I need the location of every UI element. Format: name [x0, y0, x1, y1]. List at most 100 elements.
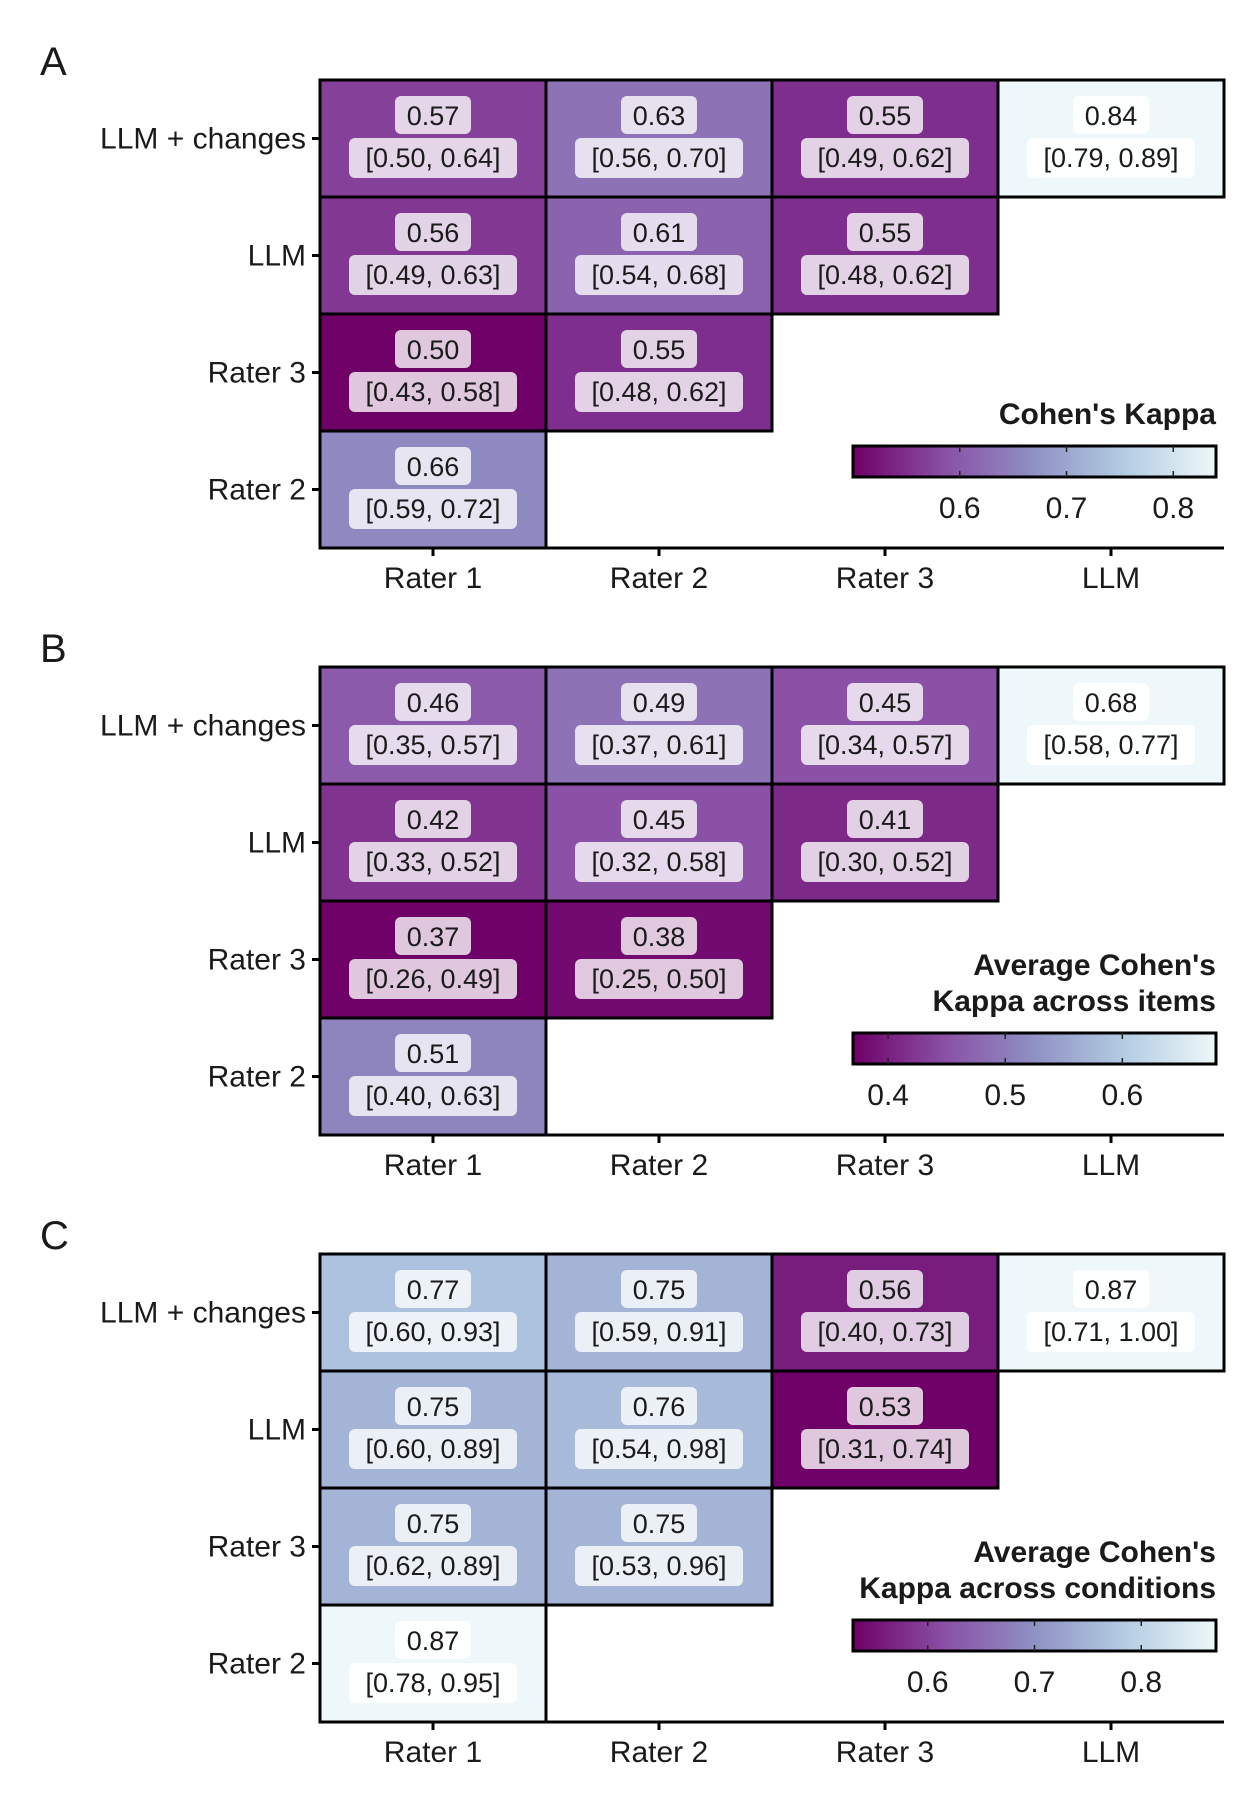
value-label-box	[395, 1270, 471, 1308]
heatmap-cell: 0.41 [0.30, 0.52]	[770, 782, 1000, 903]
cell-ci-label: [0.54, 0.98]	[591, 1434, 726, 1464]
cell-ci-label: [0.53, 0.96]	[591, 1551, 726, 1581]
heatmap-cell: 0.51 [0.40, 0.63]	[318, 1016, 548, 1137]
cell-value-label: 0.87	[1085, 1275, 1138, 1305]
cell-ci-label: [0.33, 0.52]	[365, 847, 500, 877]
value-label-box	[621, 683, 697, 721]
cell-value-label: 0.75	[633, 1509, 686, 1539]
cell-ci-label: [0.62, 0.89]	[365, 1551, 500, 1581]
legend-tick-label: 0.6	[907, 1666, 949, 1699]
cell-value-label: 0.75	[407, 1509, 460, 1539]
y-tick-label: Rater 3	[208, 357, 306, 390]
x-tick-label: Rater 1	[384, 562, 482, 595]
heatmap-cell: 0.55 [0.48, 0.62]	[544, 312, 774, 433]
cell-value-label: 0.42	[407, 805, 460, 835]
ci-label-box	[349, 255, 517, 295]
value-label-box	[395, 800, 471, 838]
cell-value-label: 0.57	[407, 101, 460, 131]
legend-colorbar	[851, 444, 1218, 479]
ci-label-box	[575, 372, 743, 412]
ci-label-box	[349, 1546, 517, 1586]
cell-ci-label: [0.59, 0.91]	[591, 1317, 726, 1347]
value-label-box	[395, 330, 471, 368]
cell-value-label: 0.45	[859, 688, 912, 718]
y-tick-label: LLM	[248, 240, 306, 273]
x-tick-label: Rater 3	[836, 1149, 934, 1182]
panel-b: B 0.46 [0.35, 0.57] 0.49 [0.37, 0.61] 0.45 [0.…	[40, 627, 1226, 1182]
y-tick-label: LLM	[248, 827, 306, 860]
cell-ci-label: [0.48, 0.62]	[591, 377, 726, 407]
value-label-box	[847, 1270, 923, 1308]
heatmap-cell: 0.76 [0.54, 0.98]	[544, 1369, 774, 1490]
cell-ci-label: [0.37, 0.61]	[591, 730, 726, 760]
ci-label-box	[801, 1312, 969, 1352]
cell-ci-label: [0.43, 0.58]	[365, 377, 500, 407]
cell-ci-label: [0.49, 0.63]	[365, 260, 500, 290]
x-tick-label: Rater 3	[836, 1736, 934, 1769]
cell-ci-label: [0.30, 0.52]	[817, 847, 952, 877]
value-label-box	[1073, 683, 1149, 721]
value-label-box	[847, 1387, 923, 1425]
ci-label-box	[349, 959, 517, 999]
heatmap-cell: 0.42 [0.33, 0.52]	[318, 782, 548, 903]
color-legend: Cohen's Kappa 0.6 0.7 0.8	[851, 398, 1218, 525]
x-tick-label: Rater 3	[836, 562, 934, 595]
ci-label-box	[801, 1429, 969, 1469]
cell-value-label: 0.75	[633, 1275, 686, 1305]
heatmap-cell: 0.75 [0.62, 0.89]	[318, 1486, 548, 1607]
value-label-box	[395, 1504, 471, 1542]
y-tick-label: Rater 3	[208, 944, 306, 977]
cell-ci-label: [0.40, 0.73]	[817, 1317, 952, 1347]
y-tick-label: LLM	[248, 1414, 306, 1447]
heatmap-cell: 0.75 [0.53, 0.96]	[544, 1486, 774, 1607]
cell-value-label: 0.46	[407, 688, 460, 718]
value-label-box	[1073, 1270, 1149, 1308]
cell-ci-label: [0.59, 0.72]	[365, 494, 500, 524]
ci-label-box	[575, 255, 743, 295]
heatmap-cell: 0.49 [0.37, 0.61]	[544, 665, 774, 786]
heatmap-cell: 0.50 [0.43, 0.58]	[318, 312, 548, 433]
cell-ci-label: [0.71, 1.00]	[1043, 1317, 1178, 1347]
x-tick-label: LLM	[1082, 1736, 1140, 1769]
x-tick-label: Rater 2	[610, 1736, 708, 1769]
ci-label-box	[575, 842, 743, 882]
cell-value-label: 0.55	[633, 335, 686, 365]
ci-label-box	[575, 959, 743, 999]
heatmap-cell: 0.56 [0.40, 0.73]	[770, 1252, 1000, 1373]
legend-title: Average Cohen's	[973, 949, 1216, 982]
cell-ci-label: [0.49, 0.62]	[817, 143, 952, 173]
cell-value-label: 0.56	[407, 218, 460, 248]
legend-tick-label: 0.4	[867, 1079, 909, 1112]
heatmap-cell: 0.75 [0.60, 0.89]	[318, 1369, 548, 1490]
cell-value-label: 0.37	[407, 922, 460, 952]
cell-value-label: 0.61	[633, 218, 686, 248]
cell-ci-label: [0.48, 0.62]	[817, 260, 952, 290]
cell-ci-label: [0.56, 0.70]	[591, 143, 726, 173]
cell-ci-label: [0.50, 0.64]	[365, 143, 500, 173]
legend-tick-label: 0.5	[984, 1079, 1026, 1112]
x-tick-label: LLM	[1082, 562, 1140, 595]
legend-tick-label: 0.7	[1046, 492, 1088, 525]
ci-label-box	[349, 138, 517, 178]
value-label-box	[621, 917, 697, 955]
heatmap-cell: 0.38 [0.25, 0.50]	[544, 899, 774, 1020]
heatmap-cell: 0.56 [0.49, 0.63]	[318, 195, 548, 316]
y-tick-label: Rater 2	[208, 474, 306, 507]
legend-title: Kappa across conditions	[859, 1572, 1216, 1605]
heatmap-cell: 0.77 [0.60, 0.93]	[318, 1252, 548, 1373]
cell-ci-label: [0.60, 0.89]	[365, 1434, 500, 1464]
heatmap-cell: 0.55 [0.48, 0.62]	[770, 195, 1000, 316]
value-label-box	[847, 213, 923, 251]
panel-letter: A	[40, 40, 67, 84]
value-label-box	[847, 800, 923, 838]
ci-label-box	[349, 1076, 517, 1116]
y-tick-label: Rater 3	[208, 1531, 306, 1564]
value-label-box	[621, 96, 697, 134]
cell-ci-label: [0.26, 0.49]	[365, 964, 500, 994]
value-label-box	[621, 1387, 697, 1425]
value-label-box	[395, 96, 471, 134]
ci-label-box	[349, 372, 517, 412]
heatmap-cell: 0.75 [0.59, 0.91]	[544, 1252, 774, 1373]
heatmap-cell: 0.57 [0.50, 0.64]	[318, 78, 548, 199]
